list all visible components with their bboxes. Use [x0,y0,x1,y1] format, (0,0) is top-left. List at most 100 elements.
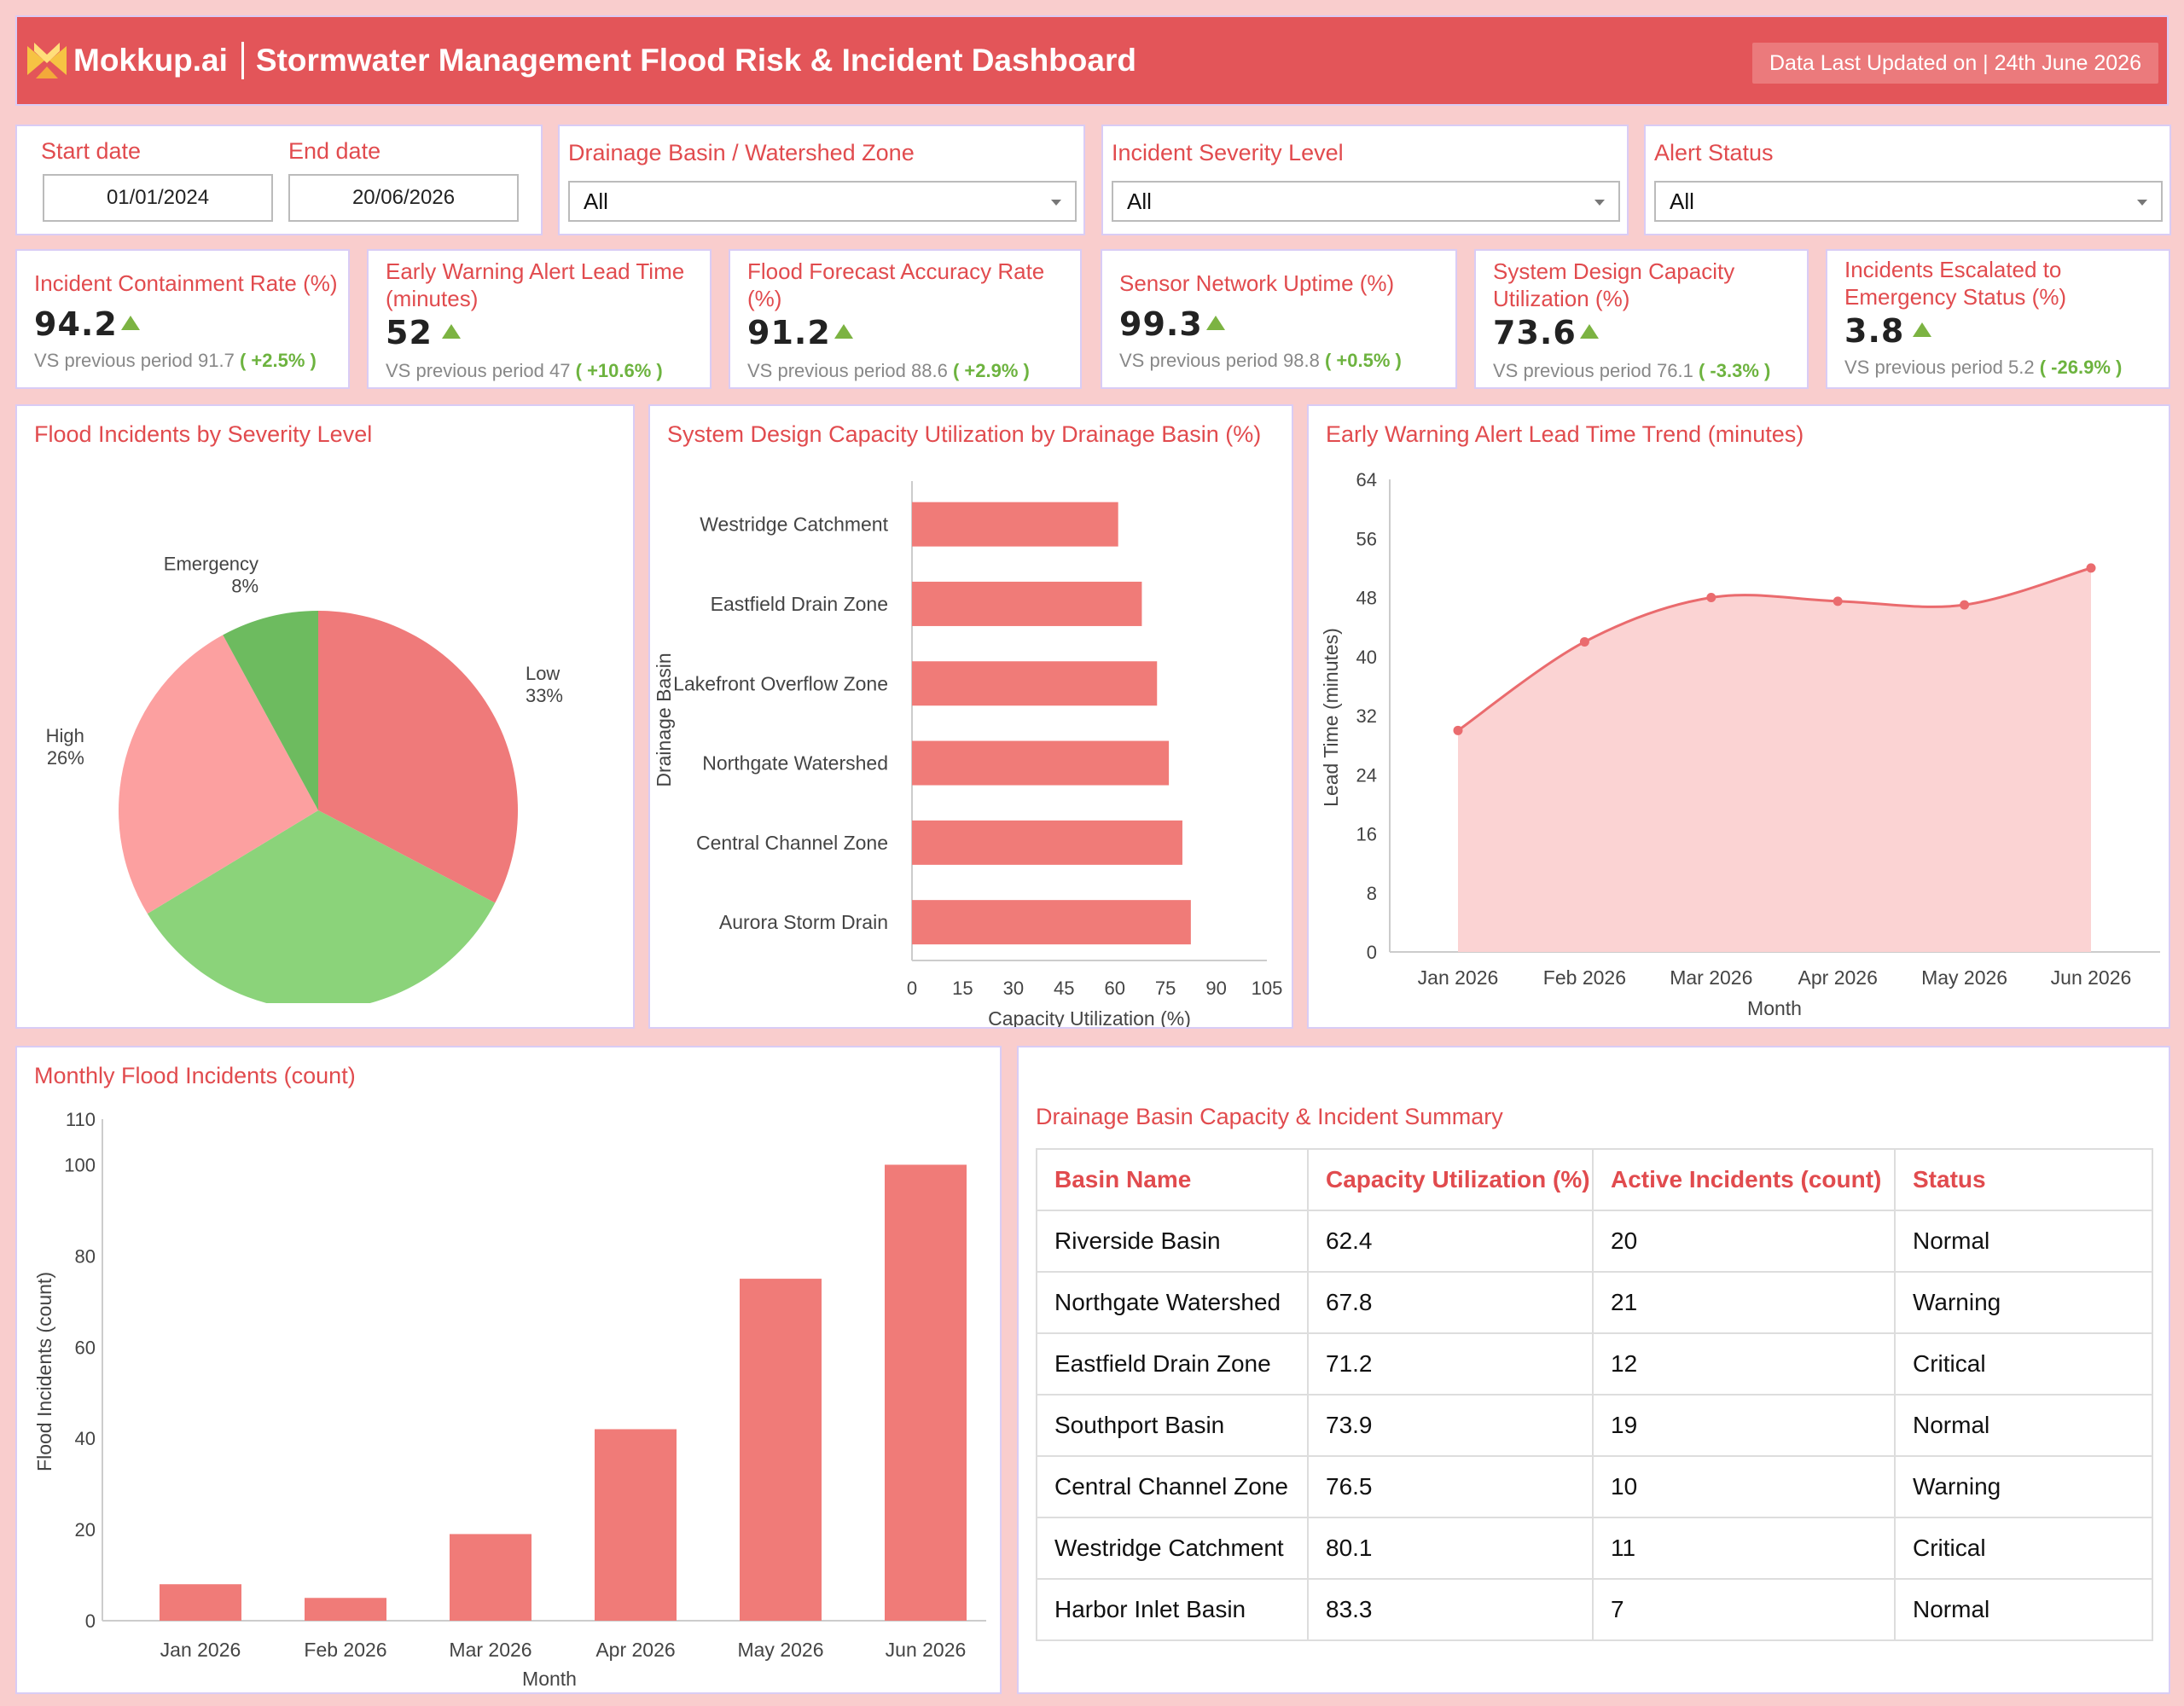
basin-summary-table: Basin Name Capacity Utilization (%) Acti… [1036,1148,2153,1641]
pie-label: High [46,725,84,746]
y-tick-label: 48 [1356,588,1377,609]
table-cell: Warning [1894,1271,2153,1334]
end-date-input[interactable]: 20/06/2026 [288,174,519,222]
x-axis-title: Month [522,1668,577,1690]
bar[interactable] [885,1164,967,1621]
bar[interactable] [305,1598,386,1621]
x-tick-label: 15 [952,978,973,999]
start-date-label: Start date [41,138,142,164]
y-axis-title: Drainage Basin [653,653,675,786]
start-date-input[interactable]: 01/01/2024 [43,174,273,222]
bar[interactable] [912,581,1142,626]
chevron-down-icon [1051,200,1061,206]
kpi-value: 73.6 [1493,314,1577,351]
kpi-card-lead-time: Early Warning Alert Lead Time (minutes) … [367,249,712,389]
x-tick-label: 60 [1104,978,1124,999]
dashboard-header: Mokkup.ai Stormwater Management Flood Ri… [15,15,2169,106]
data-point[interactable] [1960,600,1970,610]
bar[interactable] [450,1534,531,1621]
bar[interactable] [160,1584,241,1621]
mokkup-logo-icon [27,43,67,78]
x-tick-label: Jan 2026 [160,1639,241,1661]
severity-filter-select[interactable]: All [1112,181,1620,222]
kpi-previous: VS previous period 76.1 ( -3.3% ) [1493,360,1770,382]
series-line [1457,566,2092,732]
trend-up-icon [1580,324,1599,339]
y-tick-label: Eastfield Drain Zone [711,593,888,615]
capacity-bar-panel: System Design Capacity Utilization by Dr… [648,404,1293,1029]
kpi-value: 52 [386,314,433,351]
bar[interactable] [912,661,1158,706]
x-tick-label: Jun 2026 [2051,966,2132,989]
column-header[interactable]: Status [1894,1148,2153,1211]
basin-filter-select[interactable]: All [568,181,1077,222]
table-cell: 76.5 [1307,1455,1594,1518]
y-tick-label: Westridge Catchment [700,514,888,536]
table-row: Northgate Watershed 67.8 21 Warning [1036,1271,2153,1334]
data-point[interactable] [1833,596,1843,606]
kpi-prev-value: 47 [549,360,571,381]
table-cell: 80.1 [1307,1517,1594,1580]
x-tick-label: Mar 2026 [1670,966,1752,989]
kpi-prev-label: VS previous period [747,360,906,381]
basin-filter-value: All [584,189,608,214]
kpi-card-escalated: Incidents Escalated to Emergency Status … [1826,249,2170,389]
kpi-prev-label: VS previous period [386,360,544,381]
table-cell: Southport Basin [1036,1394,1309,1457]
kpi-change: ( +0.5% ) [1324,350,1402,371]
chevron-down-icon [2137,200,2147,206]
table-cell: 67.8 [1307,1271,1594,1334]
kpi-previous: VS previous period 98.8 ( +0.5% ) [1119,350,1402,372]
data-point[interactable] [1579,636,1589,647]
date-filter-panel: Start date End date 01/01/2024 20/06/202… [15,125,543,235]
trend-up-icon [442,324,461,339]
bar[interactable] [912,900,1191,945]
end-date-label: End date [288,138,381,164]
x-tick-label: Feb 2026 [304,1639,386,1661]
alert-filter-select[interactable]: All [1654,181,2163,222]
column-header[interactable]: Basin Name [1036,1148,1309,1211]
kpi-card-sensor-uptime: Sensor Network Uptime (%) 99.3 VS previo… [1101,249,1457,389]
trend-up-icon [834,324,853,339]
bar[interactable] [740,1279,822,1621]
last-updated-text: Data Last Updated on | 24th June 2026 [1769,51,2141,75]
pie-slice-low[interactable] [318,611,519,903]
data-point[interactable] [2086,563,2096,573]
table-cell: 20 [1592,1210,1896,1273]
chart-title: System Design Capacity Utilization by Dr… [667,421,1262,447]
severity-filter-value: All [1127,189,1152,214]
table-row: Southport Basin 73.9 19 Normal [1036,1394,2153,1457]
y-axis-title: Flood Incidents (count) [33,1272,55,1471]
x-axis-title: Capacity Utilization (%) [988,1007,1191,1027]
leadtime-area-chart: 0 8 16 24 32 40 48 56 64 Jan 2026 Feb 2026 Mar 2026… [1320,469,2160,1019]
kpi-prev-value: 76.1 [1657,360,1693,381]
area-fill [1458,567,2091,952]
x-tick-label: 0 [907,978,917,999]
bar[interactable] [912,820,1182,865]
basin-filter-panel: Drainage Basin / Watershed Zone All [558,125,1085,235]
kpi-prev-label: VS previous period [1844,357,2003,378]
x-tick-label: Jan 2026 [1418,966,1499,989]
kpi-previous: VS previous period 47 ( +10.6% ) [386,360,663,382]
table-cell: Riverside Basin [1036,1210,1309,1273]
pie-slice-moderate[interactable] [147,810,496,1003]
kpi-card-forecast-accuracy: Flood Forecast Accuracy Rate (%) 91.2 VS… [729,249,1082,389]
pie-slice-high[interactable] [118,635,318,914]
bar[interactable] [912,740,1170,786]
bar[interactable] [912,502,1118,547]
table-row: Harbor Inlet Basin 83.3 7 Normal [1036,1578,2153,1641]
table-row: Central Channel Zone 76.5 10 Warning [1036,1455,2153,1518]
y-tick-label: 24 [1356,764,1377,786]
y-tick-label: 16 [1356,824,1377,845]
data-point[interactable] [1706,593,1716,602]
kpi-prev-value: 5.2 [2008,357,2035,378]
data-point[interactable] [1453,725,1463,735]
pie-percent-label: 26% [47,747,84,769]
y-tick-label: 110 [66,1109,96,1130]
column-header[interactable]: Capacity Utilization (%) [1307,1148,1594,1211]
pie-slice-emergency[interactable] [223,611,318,810]
trend-up-icon [121,316,140,330]
column-header[interactable]: Active Incidents (count) [1592,1148,1896,1211]
y-tick-label: Lakefront Overflow Zone [673,672,888,694]
bar[interactable] [595,1429,677,1621]
